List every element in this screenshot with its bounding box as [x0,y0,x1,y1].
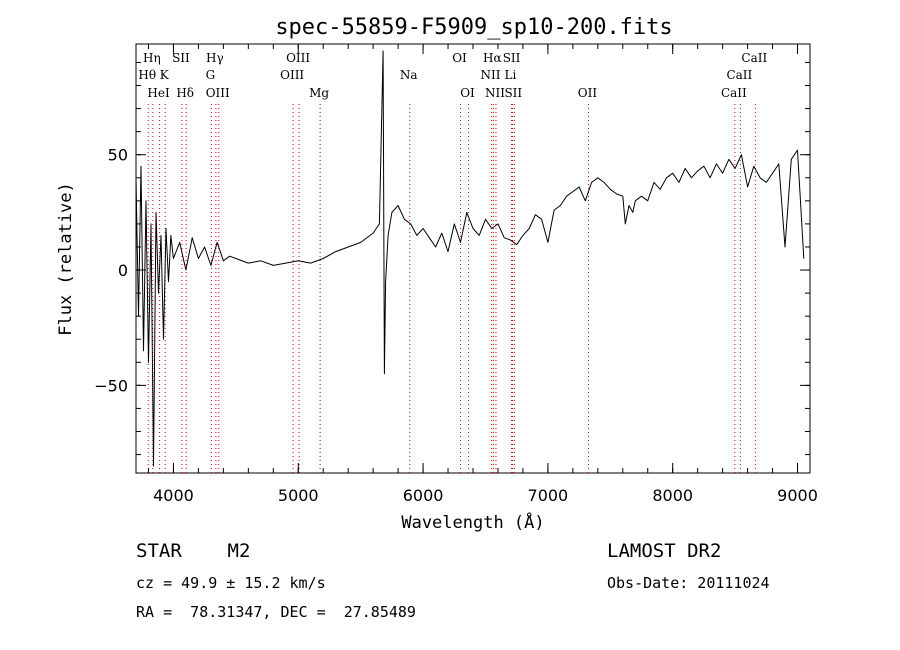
line-label: SII [172,51,190,65]
line-label-layer: Hη Hθ K HeI SII Hδ Hγ G OIII OIII OIII Mg Na OI OI Hα NI… [138,51,767,100]
object-class: STAR M2 [136,540,251,562]
x-tick-label: 4000 [153,486,194,505]
line-label: OII [578,86,598,100]
x-tick-label: 5000 [278,486,319,505]
coordinates: RA = 78.31347, DEC = 27.85489 [136,603,416,621]
line-label: CaII [726,68,752,82]
line-label: Na [400,68,418,82]
line-label: Hθ [138,68,156,82]
line-label: Hη [143,51,161,65]
chart-title: spec-55859-F5909_sp10-200.fits [275,15,672,40]
spectrum-line [135,50,805,467]
y-tick-label: 0 [118,261,128,280]
line-label: G [206,68,216,82]
line-label: SII [503,51,521,65]
x-axis-label: Wavelength (Å) [401,511,544,533]
y-tick-label: −50 [94,376,128,395]
y-tick-label: 50 [108,146,128,165]
x-tick-label: 8000 [652,486,693,505]
line-marker-layer [147,104,756,473]
line-label: OIII [206,86,230,100]
line-label: Mg [309,86,329,100]
line-label: OIII [286,51,310,65]
line-label: Hα [483,51,502,65]
line-label: CaII [741,51,767,65]
line-label: CaII [721,86,747,100]
redshift-cz: cz = 49.9 ± 15.2 km/s [136,574,326,592]
axis-tick-layer: 4000 5000 6000 7000 8000 9000 −50 0 50 [94,44,818,505]
line-label: OIII [280,68,304,82]
line-label: SII [504,86,522,100]
y-axis-label: Flux (relative) [56,182,76,336]
line-label: Li [505,68,517,82]
x-tick-label: 6000 [403,486,444,505]
spectrum-layer [135,50,805,467]
line-label: Hδ [176,86,194,100]
survey-name: LAMOST DR2 [607,540,722,562]
line-label: OI [452,51,467,65]
observation-date: Obs-Date: 20111024 [607,574,770,592]
line-label: K [160,68,170,82]
line-label: NII [485,86,505,100]
line-label: OI [460,86,475,100]
x-tick-label: 9000 [777,486,818,505]
line-label: Hγ [206,51,224,65]
x-tick-label: 7000 [528,486,569,505]
line-label: NII [480,68,500,82]
line-label: HeI [147,86,170,100]
